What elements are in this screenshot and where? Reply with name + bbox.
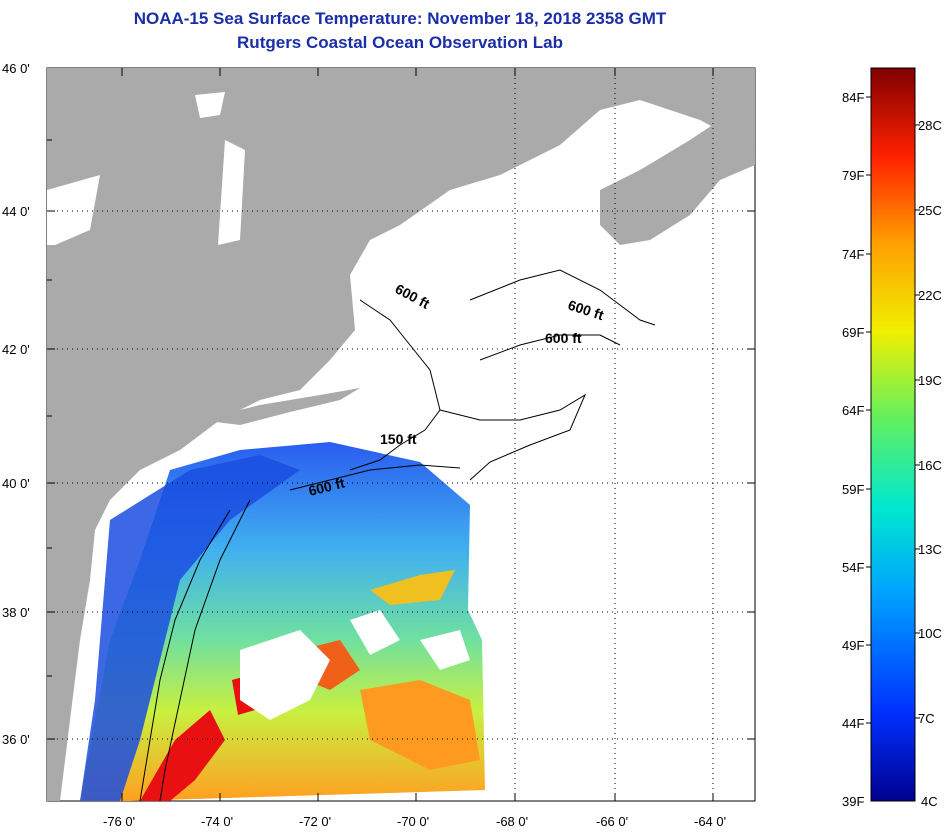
lon-label: -64 0' <box>694 814 726 829</box>
colorbar-c-label: 22C <box>918 288 942 303</box>
colorbar-f-label: 49F <box>842 638 864 653</box>
contour-line <box>139 509 231 802</box>
colorbar-f-label: 44F <box>842 716 864 731</box>
contour-line <box>289 464 461 491</box>
map-body <box>47 68 755 801</box>
lat-label: 46 0' <box>2 61 30 76</box>
lat-label: 42 0' <box>2 342 30 357</box>
contour-line <box>159 499 251 802</box>
contour-line <box>439 393 587 481</box>
colorbar-c-label: 13C <box>918 542 942 557</box>
colorbar-ticks <box>866 96 920 724</box>
cloud-gap <box>350 610 400 655</box>
lake <box>47 175 100 245</box>
map-title: NOAA-15 Sea Surface Temperature: Novembe… <box>133 9 667 28</box>
lon-label: -74 0' <box>201 814 233 829</box>
land-nova-scotia <box>600 120 755 245</box>
sst-warm-patch <box>140 710 225 801</box>
lat-label: 36 0' <box>2 732 30 747</box>
temperature-colorbar <box>870 67 916 802</box>
lat-label: 44 0' <box>2 204 30 219</box>
cloud-gap <box>240 630 330 720</box>
lake <box>218 140 245 245</box>
lon-label: -70 0' <box>397 814 429 829</box>
sst-orange-patch <box>360 680 480 770</box>
colorbar-f-label: 59F <box>842 482 864 497</box>
lat-label: 38 0' <box>2 605 30 620</box>
graticule <box>47 68 755 801</box>
lon-label: -76 0' <box>103 814 135 829</box>
colorbar-f-label: 54F <box>842 560 864 575</box>
lon-label: -68 0' <box>496 814 528 829</box>
contour-line <box>479 334 621 361</box>
lon-label: -72 0' <box>299 814 331 829</box>
colorbar-c-label: 19C <box>918 373 942 388</box>
colorbar-c-label: 16C <box>918 458 942 473</box>
lake <box>195 92 225 118</box>
map-subtitle: Rutgers Coastal Ocean Observation Lab <box>237 33 563 52</box>
colorbar-c-label: 10C <box>918 626 942 641</box>
colorbar-c-label: 28C <box>918 118 942 133</box>
cloud-gap <box>420 630 470 670</box>
colorbar-f-label: 79F <box>842 168 864 183</box>
colorbar-f-label: 74F <box>842 247 864 262</box>
land-long-island <box>200 388 360 425</box>
colorbar-f-label: 69F <box>842 325 864 340</box>
contour-label: 600 ft <box>545 330 582 346</box>
sst-cool-band <box>80 455 300 801</box>
colorbar-c-label: 7C <box>918 711 935 726</box>
colorbar-f-label: 64F <box>842 403 864 418</box>
colorbar-f-label: 84F <box>842 90 864 105</box>
sst-orange-patch <box>370 570 455 605</box>
colorbar-f-label: 39F <box>842 794 864 809</box>
colorbar-c-label: 25C <box>918 203 942 218</box>
lon-label: -66 0' <box>596 814 628 829</box>
colorbar-c-label: 4C <box>921 794 938 809</box>
lat-label: 40 0' <box>2 476 30 491</box>
contour-label: 150 ft <box>380 431 417 447</box>
frame-ticks <box>47 68 755 801</box>
land-mainland <box>47 68 755 801</box>
contour-line <box>469 269 656 326</box>
